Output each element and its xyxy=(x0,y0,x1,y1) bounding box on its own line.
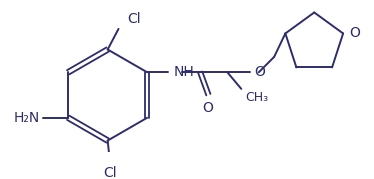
Text: O: O xyxy=(350,26,361,40)
Text: Cl: Cl xyxy=(128,12,141,26)
Text: CH₃: CH₃ xyxy=(246,91,269,104)
Text: Cl: Cl xyxy=(103,166,117,179)
Text: H₂N: H₂N xyxy=(14,111,40,125)
Text: NH: NH xyxy=(174,65,194,79)
Text: O: O xyxy=(202,101,213,115)
Text: O: O xyxy=(254,65,265,79)
